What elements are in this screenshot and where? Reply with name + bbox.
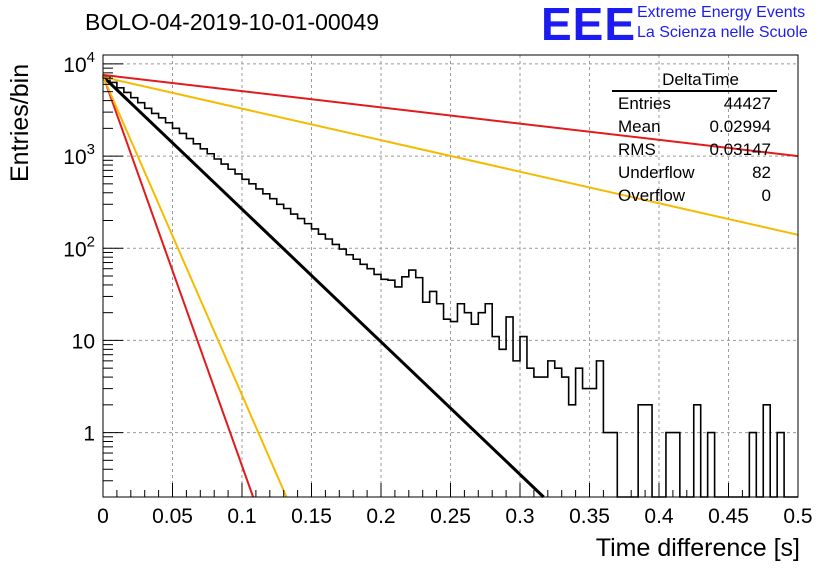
logo-caption-line1: Extreme Energy Events <box>637 4 806 21</box>
y-tick-label: 10 <box>72 330 95 353</box>
stats-row-overflow: Overflow 0 <box>612 184 777 207</box>
stats-value: 0.03147 <box>709 140 771 159</box>
stats-row-underflow: Underflow 82 <box>612 161 777 184</box>
x-tick-label: 0.25 <box>430 505 471 528</box>
y-tick-label: 104 <box>63 49 95 77</box>
stats-label: Entries <box>618 94 671 113</box>
stats-value: 82 <box>752 163 771 182</box>
stats-label: Mean <box>618 117 661 136</box>
x-tick-label: 0.3 <box>505 505 534 528</box>
x-axis-title: Time difference [s] <box>595 534 800 562</box>
x-tick-label: 0.15 <box>291 505 332 528</box>
stats-value: 0 <box>761 186 771 205</box>
x-tick-label: 0.4 <box>644 505 674 528</box>
x-tick-label: 0.2 <box>366 505 395 528</box>
x-tick-label: 0.35 <box>569 505 610 528</box>
histogram-outline <box>103 75 798 498</box>
stats-row-rms: RMS 0.03147 <box>612 138 777 161</box>
stats-box: DeltaTime Entries 44427 Mean 0.02994 RMS… <box>612 70 777 207</box>
chart-title: BOLO-04-2019-10-01-00049 <box>85 9 380 35</box>
stats-row-mean: Mean 0.02994 <box>612 115 777 138</box>
y-tick-label: 103 <box>63 141 95 169</box>
fit-lines-layer <box>101 73 799 499</box>
stats-value: 0.02994 <box>709 117 771 136</box>
series-line-steep-yellow <box>102 76 288 498</box>
x-axis-ticks: 0 0.05 0.1 0.15 0.2 0.25 0.3 0.35 0.4 0.45 0.5 <box>97 483 813 528</box>
series-line-limit-low <box>102 76 799 236</box>
y-tick-label: 102 <box>63 233 95 261</box>
x-tick-label: 0 <box>97 505 109 528</box>
x-tick-label: 0.1 <box>227 505 256 528</box>
stats-label: Underflow <box>618 163 695 182</box>
stats-value: 44427 <box>723 94 771 113</box>
series-line-limit-high <box>102 73 799 158</box>
histogram-layer <box>103 75 798 498</box>
stats-label: Overflow <box>618 186 686 205</box>
y-axis-title: Entries/bin <box>6 63 34 182</box>
stats-row-entries: Entries 44427 <box>612 92 777 115</box>
logo-caption: Extreme Energy Events La Scienza nelle S… <box>637 3 808 43</box>
logo-caption-line2: La Scienza nelle Scuole <box>637 24 808 41</box>
series-line-steep-red <box>102 75 255 498</box>
x-tick-label: 0.05 <box>152 505 193 528</box>
grid-lines <box>103 55 798 497</box>
stats-header: DeltaTime <box>612 70 777 92</box>
stats-label: RMS <box>618 140 656 159</box>
x-tick-label: 0.5 <box>783 505 812 528</box>
eee-logo: EEE <box>541 0 637 50</box>
x-tick-label: 0.45 <box>708 505 749 528</box>
series-line-fit <box>101 75 545 499</box>
y-tick-label: 1 <box>83 423 95 446</box>
